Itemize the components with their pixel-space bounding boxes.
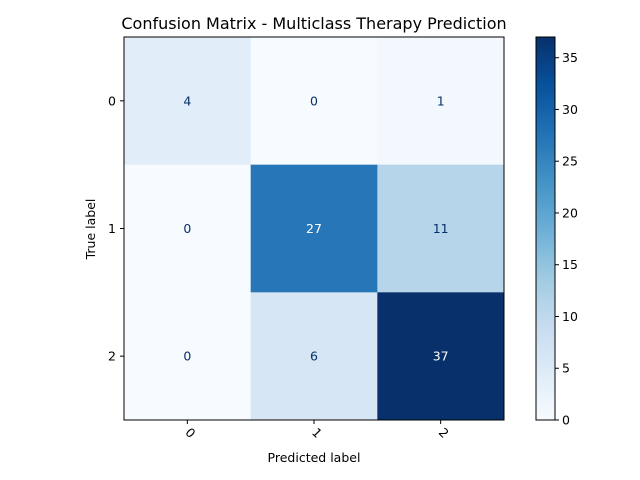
colorbar-tick-label: 5: [562, 361, 570, 376]
colorbar-tick-label: 25: [562, 154, 578, 169]
cell-value-label: 4: [183, 93, 191, 108]
colorbar: [535, 36, 556, 421]
colorbar-tick-label: 20: [562, 205, 578, 220]
cell-value-label: 0: [310, 93, 318, 108]
cell-value-labels: 4 0 1 0 27 11 0 6 37: [183, 93, 448, 363]
colorbar-tick-label: 15: [562, 257, 578, 272]
heatmap-cell: [124, 164, 252, 293]
colorbar-tick-label: 10: [562, 309, 578, 324]
x-axis-label: Predicted label: [268, 450, 361, 465]
cell-value-label: 37: [433, 349, 449, 364]
cell-value-label: 6: [310, 349, 318, 364]
colorbar-tick-label: 30: [562, 102, 578, 117]
heatmap-cell: [250, 37, 378, 166]
colorbar-tick-label: 35: [562, 50, 578, 65]
cell-value-label: 0: [183, 221, 191, 236]
heatmap-cell: [124, 37, 252, 166]
heatmap-cell: [377, 164, 505, 293]
y-tick-label: 0: [108, 93, 116, 108]
heatmap-cell: [124, 292, 252, 421]
y-tick-label: 2: [108, 349, 116, 364]
colorbar-ticks: 0 5 10 15 20 25 30 35: [555, 50, 578, 428]
y-axis-ticks: 0 1 2: [108, 93, 124, 364]
heatmap-cell: [250, 292, 378, 421]
y-axis-label: True label: [83, 199, 98, 261]
heatmap-cells: [124, 37, 505, 421]
heatmap-cell: [250, 164, 378, 293]
chart-title: Confusion Matrix - Multiclass Therapy Pr…: [121, 14, 506, 33]
cell-value-label: 11: [433, 221, 449, 236]
heatmap-cell: [377, 292, 505, 421]
cell-value-label: 27: [306, 221, 322, 236]
heatmap-cell: [377, 37, 505, 166]
cell-value-label: 1: [437, 93, 445, 108]
colorbar-tick-label: 0: [562, 413, 570, 428]
cell-value-label: 0: [183, 349, 191, 364]
y-tick-label: 1: [108, 221, 116, 236]
